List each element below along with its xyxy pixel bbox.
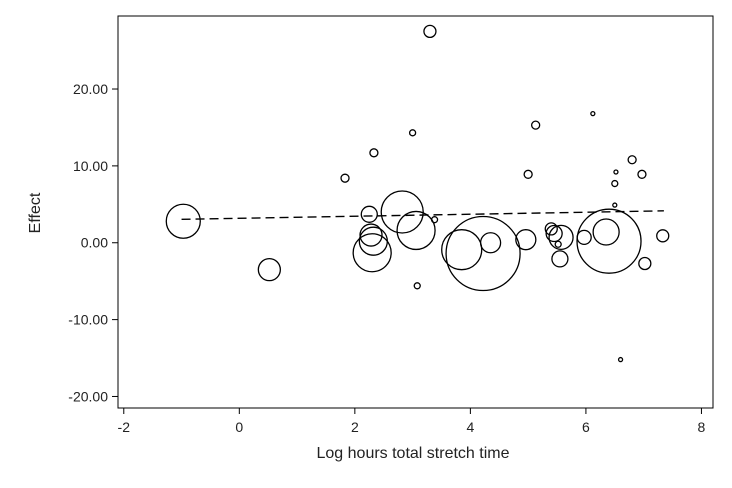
x-axis: -2 0 2 4 6 8 xyxy=(118,408,706,435)
study-bubble xyxy=(423,24,437,39)
study-bubble xyxy=(380,190,424,234)
study-bubble xyxy=(413,282,421,290)
x-tick-label: 4 xyxy=(466,419,474,435)
plot-frame xyxy=(117,15,714,409)
study-bubble xyxy=(551,250,569,268)
x-axis-title: Log hours total stretch time xyxy=(317,445,510,462)
study-bubble xyxy=(445,215,521,292)
study-bubble xyxy=(352,233,392,273)
study-bubble xyxy=(612,202,618,208)
x-tick-label: 6 xyxy=(582,419,590,435)
study-bubble xyxy=(627,155,637,165)
study-bubble xyxy=(523,169,533,179)
study-bubble xyxy=(590,110,596,117)
study-bubble xyxy=(613,169,619,175)
y-tick-label: -10.00 xyxy=(68,312,108,328)
y-tick-label: 20.00 xyxy=(73,81,108,97)
study-bubble xyxy=(656,229,670,243)
x-tick-label: 2 xyxy=(351,419,359,435)
study-bubble xyxy=(544,222,558,236)
study-bubble xyxy=(617,356,624,363)
study-bubble xyxy=(430,216,439,224)
study-bubble xyxy=(369,148,379,158)
x-tick-label: -2 xyxy=(118,419,131,435)
study-bubble xyxy=(360,205,378,223)
study-bubble xyxy=(257,257,281,282)
study-bubble xyxy=(576,208,642,274)
study-bubble xyxy=(408,129,417,137)
y-tick-label: -20.00 xyxy=(68,388,108,404)
y-axis: -20.00 -10.00 0.00 10.00 20.00 xyxy=(68,81,118,404)
data-points xyxy=(165,24,670,363)
study-bubble xyxy=(545,224,563,243)
y-axis-title: Effect xyxy=(27,192,44,233)
study-bubble xyxy=(611,179,619,188)
x-tick-label: 8 xyxy=(698,419,706,435)
study-bubble xyxy=(638,256,652,271)
study-bubble xyxy=(359,223,383,247)
study-bubble xyxy=(441,229,483,271)
study-bubble xyxy=(358,226,388,256)
study-bubble xyxy=(548,224,574,251)
study-bubble xyxy=(340,173,350,183)
study-bubble xyxy=(592,218,620,246)
study-bubble xyxy=(479,232,502,254)
study-bubble xyxy=(165,203,201,239)
x-tick-label: 0 xyxy=(235,419,243,435)
study-bubble xyxy=(637,169,647,179)
study-bubble xyxy=(396,210,436,251)
study-bubble xyxy=(531,120,541,130)
study-bubble xyxy=(576,229,592,246)
study-bubble xyxy=(515,229,537,251)
y-tick-label: 0.00 xyxy=(81,235,108,251)
study-bubble xyxy=(554,240,562,248)
y-tick-label: 10.00 xyxy=(73,158,108,174)
